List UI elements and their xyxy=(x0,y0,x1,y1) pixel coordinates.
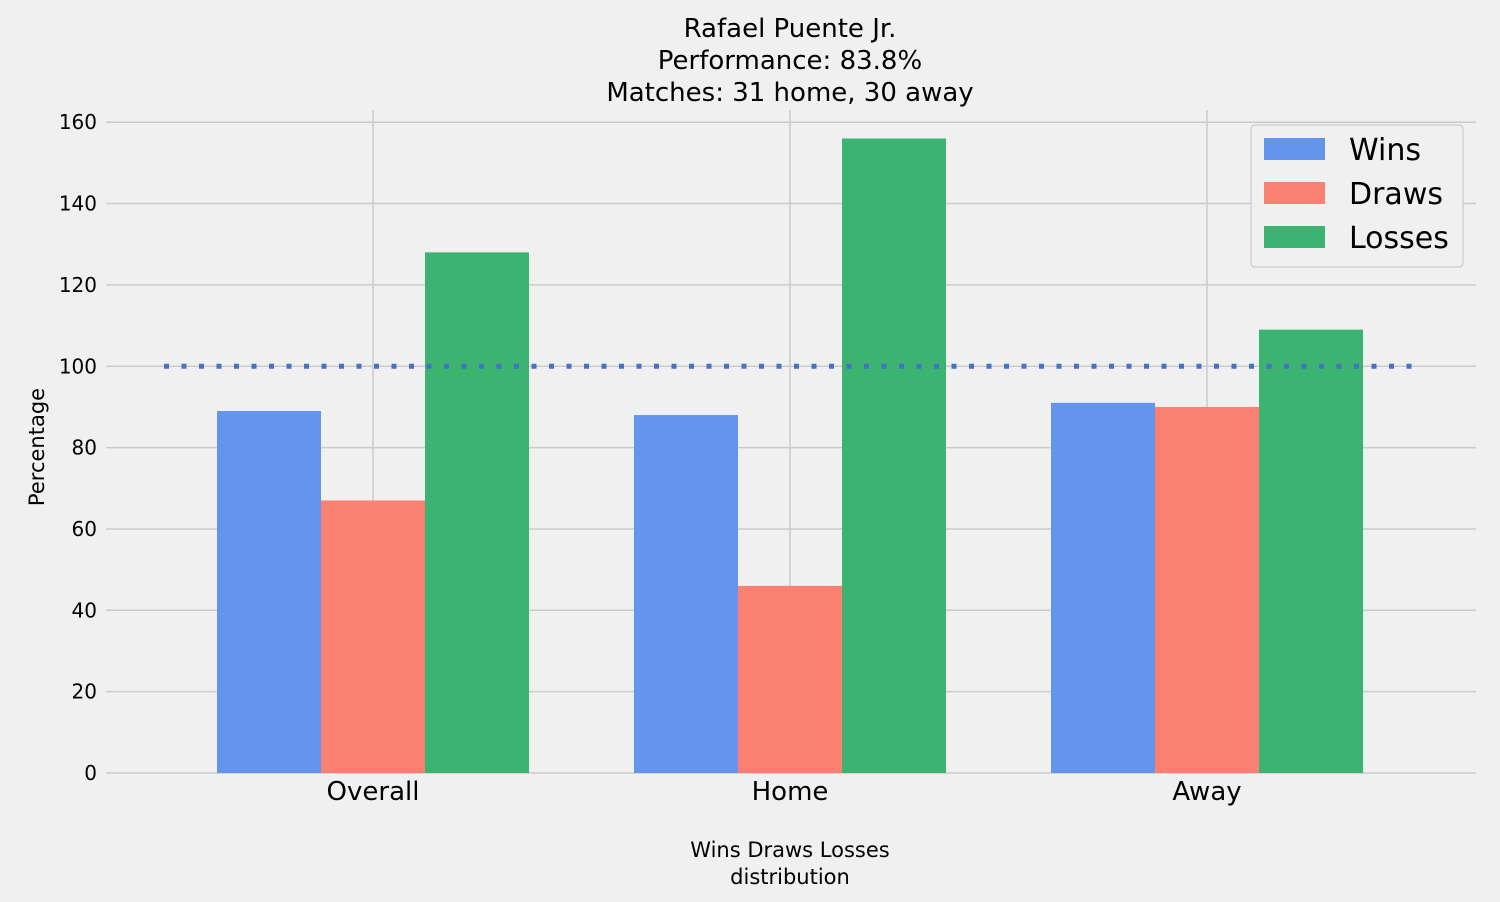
y-tick-label: 80 xyxy=(72,436,97,460)
y-tick-label: 160 xyxy=(59,110,97,134)
y-tick-label: 40 xyxy=(72,598,97,622)
y-axis-label: Percentage xyxy=(25,388,49,506)
bars xyxy=(217,138,1363,774)
x-tick-label: Overall xyxy=(327,777,420,807)
title-line-player: Rafael Puente Jr. xyxy=(684,14,897,44)
y-tick-label: 0 xyxy=(84,761,97,785)
x-tick-label: Home xyxy=(752,777,829,807)
bar-draws-home xyxy=(738,585,842,773)
bar-losses-away xyxy=(1259,329,1363,773)
y-tick-label: 20 xyxy=(72,680,97,704)
y-tick-label: 140 xyxy=(59,192,97,216)
y-tick-label: 120 xyxy=(59,273,97,297)
chart-title: Rafael Puente Jr. Performance: 83.8% Mat… xyxy=(606,14,973,108)
x-axis-label-line-1: Wins Draws Losses xyxy=(690,838,889,862)
bar-wins-away xyxy=(1051,402,1155,773)
bar-wins-overall xyxy=(217,410,321,773)
title-line-performance: Performance: 83.8% xyxy=(658,46,922,76)
bar-wins-home xyxy=(634,415,738,773)
legend-label-wins: Wins xyxy=(1349,133,1421,168)
bar-losses-home xyxy=(842,138,946,773)
y-tick-label: 60 xyxy=(72,517,97,541)
legend-label-draws: Draws xyxy=(1349,177,1443,212)
legend-swatch-losses xyxy=(1264,226,1325,248)
bar-losses-overall xyxy=(425,252,529,774)
x-axis-label-line-2: distribution xyxy=(730,865,850,889)
title-line-matches: Matches: 31 home, 30 away xyxy=(606,78,973,108)
tick-labels: 0 20 40 60 80 100 120 140 160 Overall Home Away xyxy=(59,110,1242,807)
y-tick-label: 100 xyxy=(59,354,97,378)
legend-label-losses: Losses xyxy=(1349,221,1449,256)
x-tick-label: Away xyxy=(1172,777,1241,807)
legend-swatch-draws xyxy=(1264,182,1325,204)
legend-swatch-wins xyxy=(1264,138,1325,160)
bar-draws-away xyxy=(1155,406,1259,773)
legend: Wins Draws Losses xyxy=(1250,124,1464,268)
x-axis-label: Wins Draws Losses distribution xyxy=(690,838,889,889)
bar-draws-overall xyxy=(321,500,425,773)
